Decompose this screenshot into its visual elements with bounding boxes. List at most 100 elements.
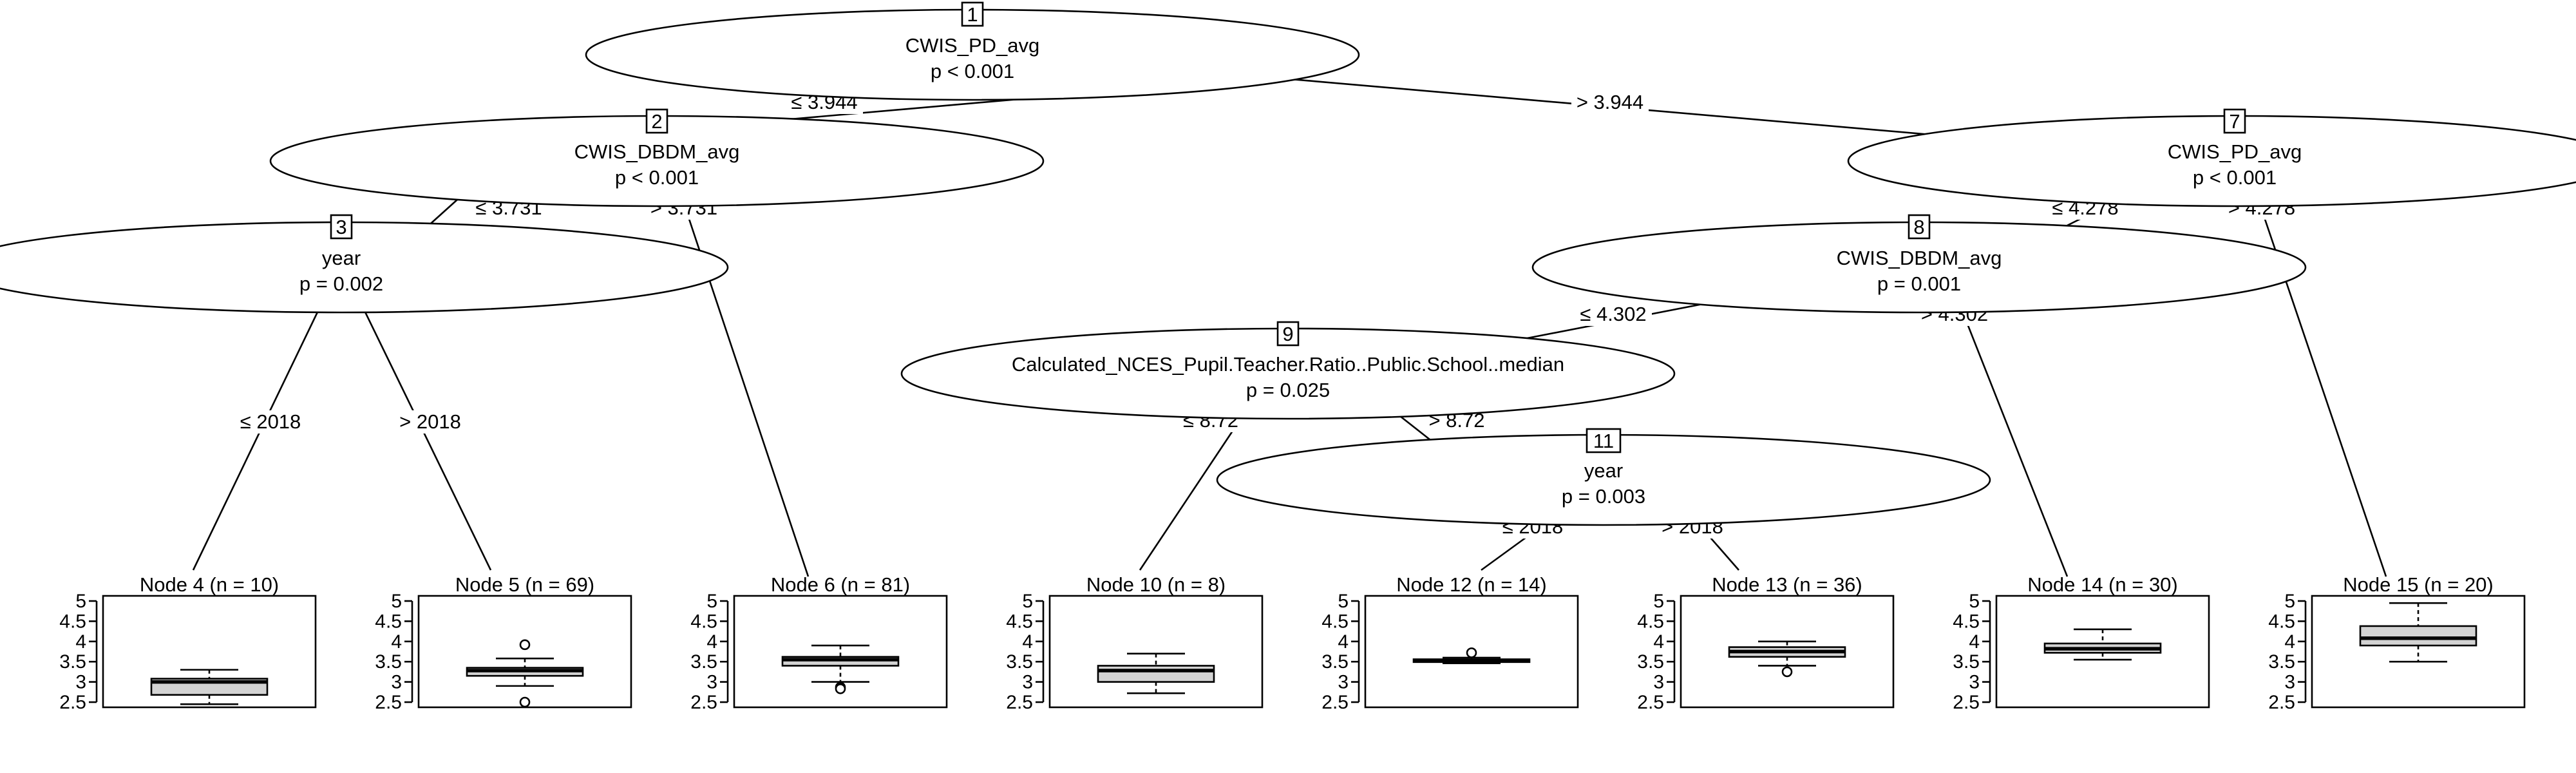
terminal-node-15: Node 15 (n = 20) 54.543.532.5 <box>2268 573 2526 713</box>
node-variable: year <box>1584 459 1623 482</box>
outlier-point <box>1466 647 1477 658</box>
node-p-value: p < 0.001 <box>931 60 1014 82</box>
iqr-box <box>1097 665 1215 683</box>
y-tick-label: 4 <box>1338 631 1349 653</box>
node-id-box <box>330 214 353 240</box>
edge-label-bg <box>397 410 464 434</box>
edge-label-8-9: ≤ 4.302 <box>1580 303 1646 325</box>
edge-label-bg <box>1571 91 1649 114</box>
node-id: 1 <box>967 3 978 26</box>
terminal-node-title: Node 15 (n = 20) <box>2343 573 2494 596</box>
y-tick-label: 3 <box>2284 672 2295 693</box>
y-tick-label: 3 <box>1969 672 1980 693</box>
terminal-node-5: Node 5 (n = 69) 54.543.532.5 <box>375 573 632 713</box>
y-tick-label: 5 <box>391 591 402 612</box>
node-variable: CWIS_PD_avg <box>905 34 1039 57</box>
y-tick-label: 2.5 <box>1321 692 1349 713</box>
y-tick-label: 4 <box>1653 631 1664 653</box>
node-id-box <box>2223 108 2246 134</box>
y-tick-label: 4 <box>1022 631 1033 653</box>
y-tick-label: 3.5 <box>375 651 402 673</box>
edge-label-bg <box>1575 303 1652 326</box>
y-tick-label: 2.5 <box>1006 692 1033 713</box>
outlier-point <box>519 696 531 708</box>
node-id: 8 <box>1913 216 1924 238</box>
terminal-node-10: Node 10 (n = 8) 54.543.532.5 <box>1006 573 1264 713</box>
y-tick-label: 3 <box>391 672 402 693</box>
inner-node-3: 3 year p = 0.002 <box>0 214 729 314</box>
y-tick-label: 5 <box>706 591 717 612</box>
y-tick-label: 2.5 <box>59 692 86 713</box>
y-tick-label: 2.5 <box>1637 692 1664 713</box>
y-tick-label: 5 <box>1969 591 1980 612</box>
terminal-node-12: Node 12 (n = 14) 54.543.532.5 <box>1321 573 1579 713</box>
y-tick-label: 2.5 <box>1953 692 1980 713</box>
outlier-point <box>835 683 846 694</box>
terminal-node-title: Node 14 (n = 30) <box>2027 573 2178 596</box>
y-tick-label: 2.5 <box>375 692 402 713</box>
edge-label-1-7: > 3.944 <box>1577 91 1643 113</box>
node-id: 9 <box>1282 323 1293 345</box>
terminal-node-title: Node 6 (n = 81) <box>771 573 910 596</box>
y-tick-label: 2.5 <box>2268 692 2295 713</box>
y-tick-label: 3 <box>706 672 717 693</box>
y-tick-label: 5 <box>1022 591 1033 612</box>
iqr-box <box>2359 625 2477 647</box>
y-tick-label: 3.5 <box>1637 651 1664 673</box>
node-id-box <box>1586 428 1622 453</box>
y-tick-label: 3.5 <box>1006 651 1033 673</box>
edge-9-10 <box>1139 415 1244 571</box>
node-variable: year <box>322 247 361 269</box>
node-id-box <box>961 1 984 27</box>
node-id-box <box>1908 214 1931 240</box>
node-id: 3 <box>336 216 346 238</box>
terminal-node-title: Node 5 (n = 69) <box>455 573 594 596</box>
terminal-node-title: Node 12 (n = 14) <box>1396 573 1547 596</box>
y-tick-label: 4 <box>75 631 86 653</box>
node-id-box <box>1276 321 1300 347</box>
y-tick-label: 4.5 <box>375 611 402 632</box>
boxplot-panel <box>1048 595 1264 709</box>
y-tick-label: 3 <box>1338 672 1349 693</box>
node-variable: CWIS_PD_avg <box>2168 140 2302 163</box>
y-tick-label: 5 <box>1653 591 1664 612</box>
terminal-node-title: Node 4 (n = 10) <box>140 573 279 596</box>
boxplot-panel <box>417 595 632 709</box>
inner-node-9: 9 Calculated_NCES_Pupil.Teacher.Ratio..Pu… <box>900 321 1676 420</box>
y-tick-label: 3.5 <box>59 651 86 673</box>
terminal-node-14: Node 14 (n = 30) 54.543.532.5 <box>1953 573 2210 713</box>
node-p-value: p < 0.001 <box>2193 166 2277 189</box>
y-tick-label: 3.5 <box>2268 651 2295 673</box>
y-tick-label: 3.5 <box>1321 651 1349 673</box>
y-tick-label: 5 <box>1338 591 1349 612</box>
y-tick-label: 3 <box>1653 672 1664 693</box>
y-tick-label: 4.5 <box>1637 611 1664 632</box>
terminal-node-13: Node 13 (n = 36) 54.543.532.5 <box>1637 573 1895 713</box>
outlier-point <box>519 639 531 651</box>
edge-3-4 <box>192 302 323 571</box>
y-tick-label: 3.5 <box>690 651 717 673</box>
boxplot-panel <box>2311 595 2526 709</box>
node-p-value: p = 0.025 <box>1246 379 1330 401</box>
edge-label-3-4: ≤ 2018 <box>240 410 301 433</box>
edge-8-14 <box>1956 299 2069 577</box>
edge-3-5 <box>359 302 492 571</box>
node-ellipse <box>0 221 729 314</box>
node-variable: CWIS_DBDM_avg <box>1837 247 2002 269</box>
y-tick-label: 4 <box>391 631 402 653</box>
node-id: 7 <box>2229 110 2240 133</box>
terminal-node-4: Node 4 (n = 10) 54.543.532.5 <box>59 573 317 713</box>
outlier-point <box>1781 666 1793 678</box>
edge-label-3-5: > 2018 <box>399 410 461 433</box>
y-tick-label: 5 <box>2284 591 2295 612</box>
node-id-box <box>645 108 668 134</box>
y-tick-label: 4.5 <box>2268 611 2295 632</box>
y-tick-label: 3 <box>75 672 86 693</box>
y-tick-label: 5 <box>75 591 86 612</box>
